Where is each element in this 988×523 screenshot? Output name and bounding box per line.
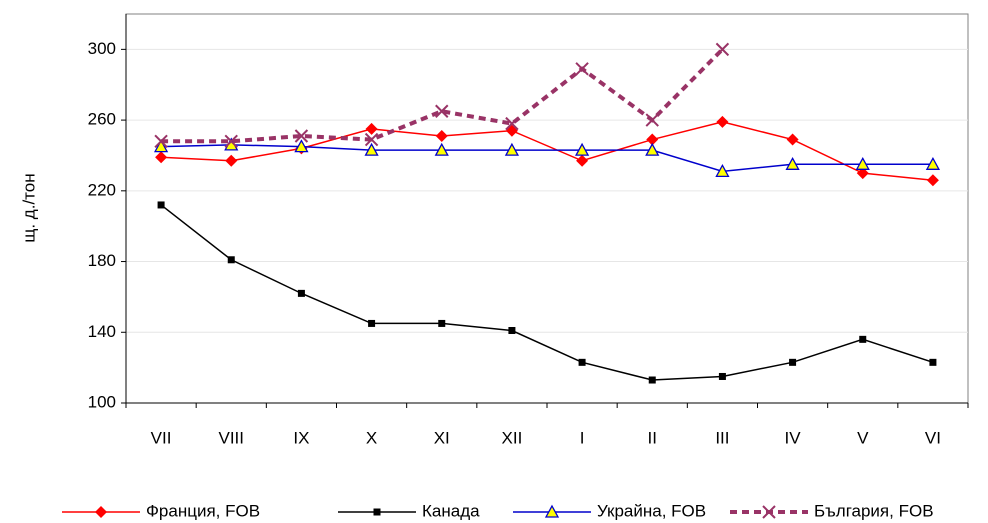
data-point xyxy=(648,376,656,384)
data-point xyxy=(718,372,726,380)
plot-area xyxy=(125,13,969,404)
data-point xyxy=(364,142,379,156)
data-point xyxy=(929,358,937,366)
data-point xyxy=(157,201,165,209)
data-point xyxy=(716,115,729,128)
data-point xyxy=(859,335,867,343)
series-line xyxy=(161,144,933,173)
data-point xyxy=(574,142,590,156)
data-point xyxy=(645,113,659,127)
data-point xyxy=(368,319,376,327)
x-tick-label: XI xyxy=(434,428,450,447)
data-point xyxy=(856,167,869,180)
y-tick-label: 140 xyxy=(88,322,116,341)
y-tick-label: 260 xyxy=(88,110,116,129)
legend-label: България, FOB xyxy=(814,501,934,520)
data-point xyxy=(294,139,309,153)
data-point xyxy=(224,134,238,149)
data-point xyxy=(926,174,939,187)
data-point xyxy=(154,134,168,149)
y-tick-label: 180 xyxy=(88,251,116,270)
data-point xyxy=(855,156,870,170)
data-point xyxy=(645,142,660,156)
x-tick-label: II xyxy=(648,428,657,447)
x-tick-label: V xyxy=(857,428,869,447)
data-point xyxy=(578,358,586,366)
y-tick-label: 300 xyxy=(88,39,116,58)
data-point xyxy=(227,256,235,264)
data-point xyxy=(576,154,589,167)
x-tick-label: X xyxy=(366,428,377,447)
data-point xyxy=(434,142,449,156)
data-point xyxy=(155,151,168,164)
x-tick-label: VII xyxy=(151,428,172,447)
series-line xyxy=(161,121,933,181)
data-point xyxy=(153,139,169,153)
data-point xyxy=(715,42,730,57)
data-point xyxy=(364,132,379,147)
y-axis-label: щ. д./тон xyxy=(19,173,38,242)
data-point xyxy=(365,122,378,135)
data-point xyxy=(435,130,448,143)
x-tick-label: XII xyxy=(502,428,523,447)
data-point xyxy=(505,116,519,131)
y-tick-label: 100 xyxy=(88,392,116,411)
legend-marker xyxy=(544,504,560,518)
data-point xyxy=(294,129,309,143)
data-point xyxy=(438,319,446,327)
data-point xyxy=(925,156,941,170)
data-point xyxy=(715,164,730,178)
data-point xyxy=(508,327,516,335)
data-point xyxy=(435,104,449,118)
data-point xyxy=(785,156,800,170)
legend-label: Украйна, FOB xyxy=(597,501,706,520)
legend-label: Канада xyxy=(422,501,480,520)
data-point xyxy=(504,142,520,156)
x-tick-label: VI xyxy=(925,428,941,447)
x-tick-label: III xyxy=(715,428,729,447)
data-point xyxy=(297,289,305,297)
x-tick-label: VIII xyxy=(218,428,244,447)
legend-marker xyxy=(373,508,381,516)
data-point xyxy=(575,62,589,76)
series-line xyxy=(160,204,934,381)
data-point xyxy=(786,133,799,146)
x-tick-label: I xyxy=(580,428,585,447)
legend-marker xyxy=(95,506,107,518)
legend-label: Франция, FOB xyxy=(146,501,260,520)
data-point xyxy=(646,133,659,146)
x-tick-label: IV xyxy=(785,428,802,447)
data-point xyxy=(225,154,238,167)
legend-marker xyxy=(762,505,776,519)
x-tick-label: IX xyxy=(293,428,309,447)
y-tick-label: 220 xyxy=(88,180,116,199)
data-point xyxy=(789,358,797,366)
series-line xyxy=(161,47,724,144)
